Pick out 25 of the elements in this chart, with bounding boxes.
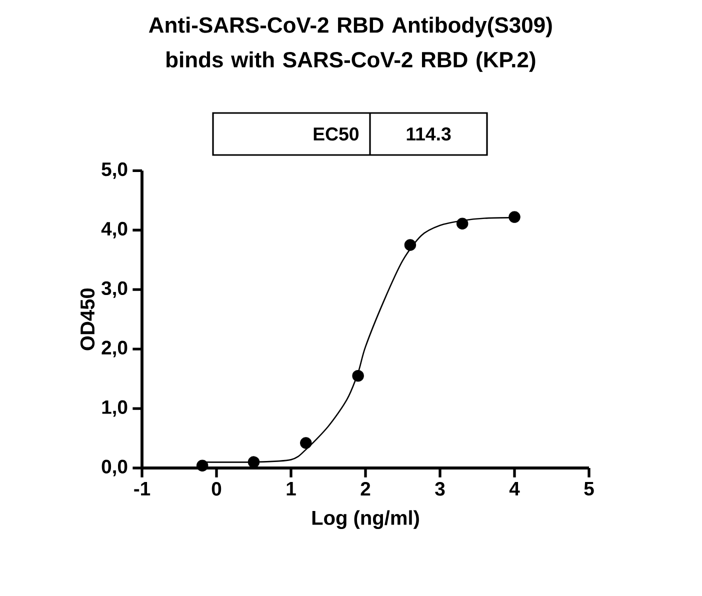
y-axis-title: OD450 bbox=[80, 288, 95, 350]
x-tick-label: 1 bbox=[286, 482, 296, 496]
point bbox=[248, 456, 260, 468]
point bbox=[404, 239, 416, 251]
point bbox=[456, 218, 468, 230]
x-tick-label: 4 bbox=[509, 482, 520, 496]
y-tick-label: 1,0 bbox=[102, 400, 128, 417]
text: 114.3 bbox=[406, 127, 451, 141]
x-tick-label: -1 bbox=[134, 482, 150, 496]
text: EC50 bbox=[314, 127, 359, 141]
x-axis-title: Log (ng/ml) bbox=[312, 510, 419, 529]
point bbox=[508, 211, 520, 223]
point bbox=[352, 370, 364, 382]
x-tick-label: 3 bbox=[435, 482, 445, 496]
chart-title: Anti-SARS-CoV-2 RBD Antibody(S309) binds with SARS-CoV-2 RBD (KP.2) bbox=[148, 16, 552, 72]
y-tick-label: 5,0 bbox=[102, 162, 128, 179]
x-tick-label: 0 bbox=[212, 482, 222, 496]
y-tick-label: 0,0 bbox=[102, 460, 128, 476]
y-tick-label: 3,0 bbox=[102, 281, 128, 298]
x-tick-label: 5 bbox=[584, 482, 594, 496]
point bbox=[196, 460, 208, 472]
point bbox=[300, 437, 312, 449]
y-tick-label: 4,0 bbox=[101, 222, 128, 238]
x-tick-label: 2 bbox=[360, 482, 370, 496]
y-tick-label: 2,0 bbox=[102, 340, 128, 358]
